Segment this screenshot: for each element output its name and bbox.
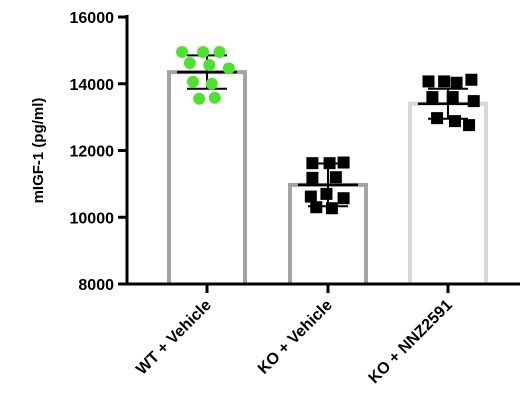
data-point: [304, 190, 317, 203]
data-point: [186, 75, 199, 88]
data-point: [422, 75, 435, 88]
y-tick-label: 10000: [70, 210, 115, 227]
data-point: [329, 171, 342, 184]
data-point: [320, 187, 333, 200]
data-point: [465, 73, 478, 86]
data-point: [183, 57, 196, 70]
data-point: [310, 201, 323, 214]
data-point: [208, 91, 221, 104]
data-point: [438, 75, 451, 88]
x-tick-label: KO + Vehicle: [255, 297, 336, 378]
data-point: [449, 115, 462, 128]
x-ticks-layer: WT + Vehicle KO + Vehicle KO + NNZ2591: [133, 284, 456, 387]
y-tick-label: 8000: [78, 277, 114, 294]
data-point: [306, 171, 319, 184]
data-point: [426, 91, 439, 104]
x-tick-label: KO + NNZ2591: [366, 297, 456, 387]
data-point: [337, 156, 350, 169]
data-point: [306, 157, 319, 170]
data-point: [197, 46, 210, 59]
y-axis-label: mIGF-1 (pg/ml): [30, 98, 47, 204]
y-tick-label: 16000: [70, 10, 115, 27]
data-point: [446, 91, 459, 104]
data-point: [325, 202, 338, 215]
bar: [167, 70, 247, 283]
y-tick-label: 12000: [70, 144, 115, 161]
data-point: [431, 112, 444, 125]
y-tick-label: 14000: [70, 77, 115, 94]
data-point: [203, 59, 216, 72]
x-tick-label: WT + Vehicle: [133, 297, 215, 379]
points-layer: [176, 46, 480, 215]
data-point: [176, 46, 189, 59]
data-point: [463, 119, 476, 132]
data-point: [222, 62, 235, 75]
data-point: [323, 157, 336, 170]
data-point: [337, 192, 350, 205]
data-point: [213, 46, 226, 59]
data-point: [467, 95, 480, 108]
data-point: [205, 77, 218, 90]
y-ticks-layer: 8000 10000 12000 14000 16000: [70, 10, 127, 294]
data-point: [193, 92, 206, 105]
data-point: [450, 76, 463, 89]
